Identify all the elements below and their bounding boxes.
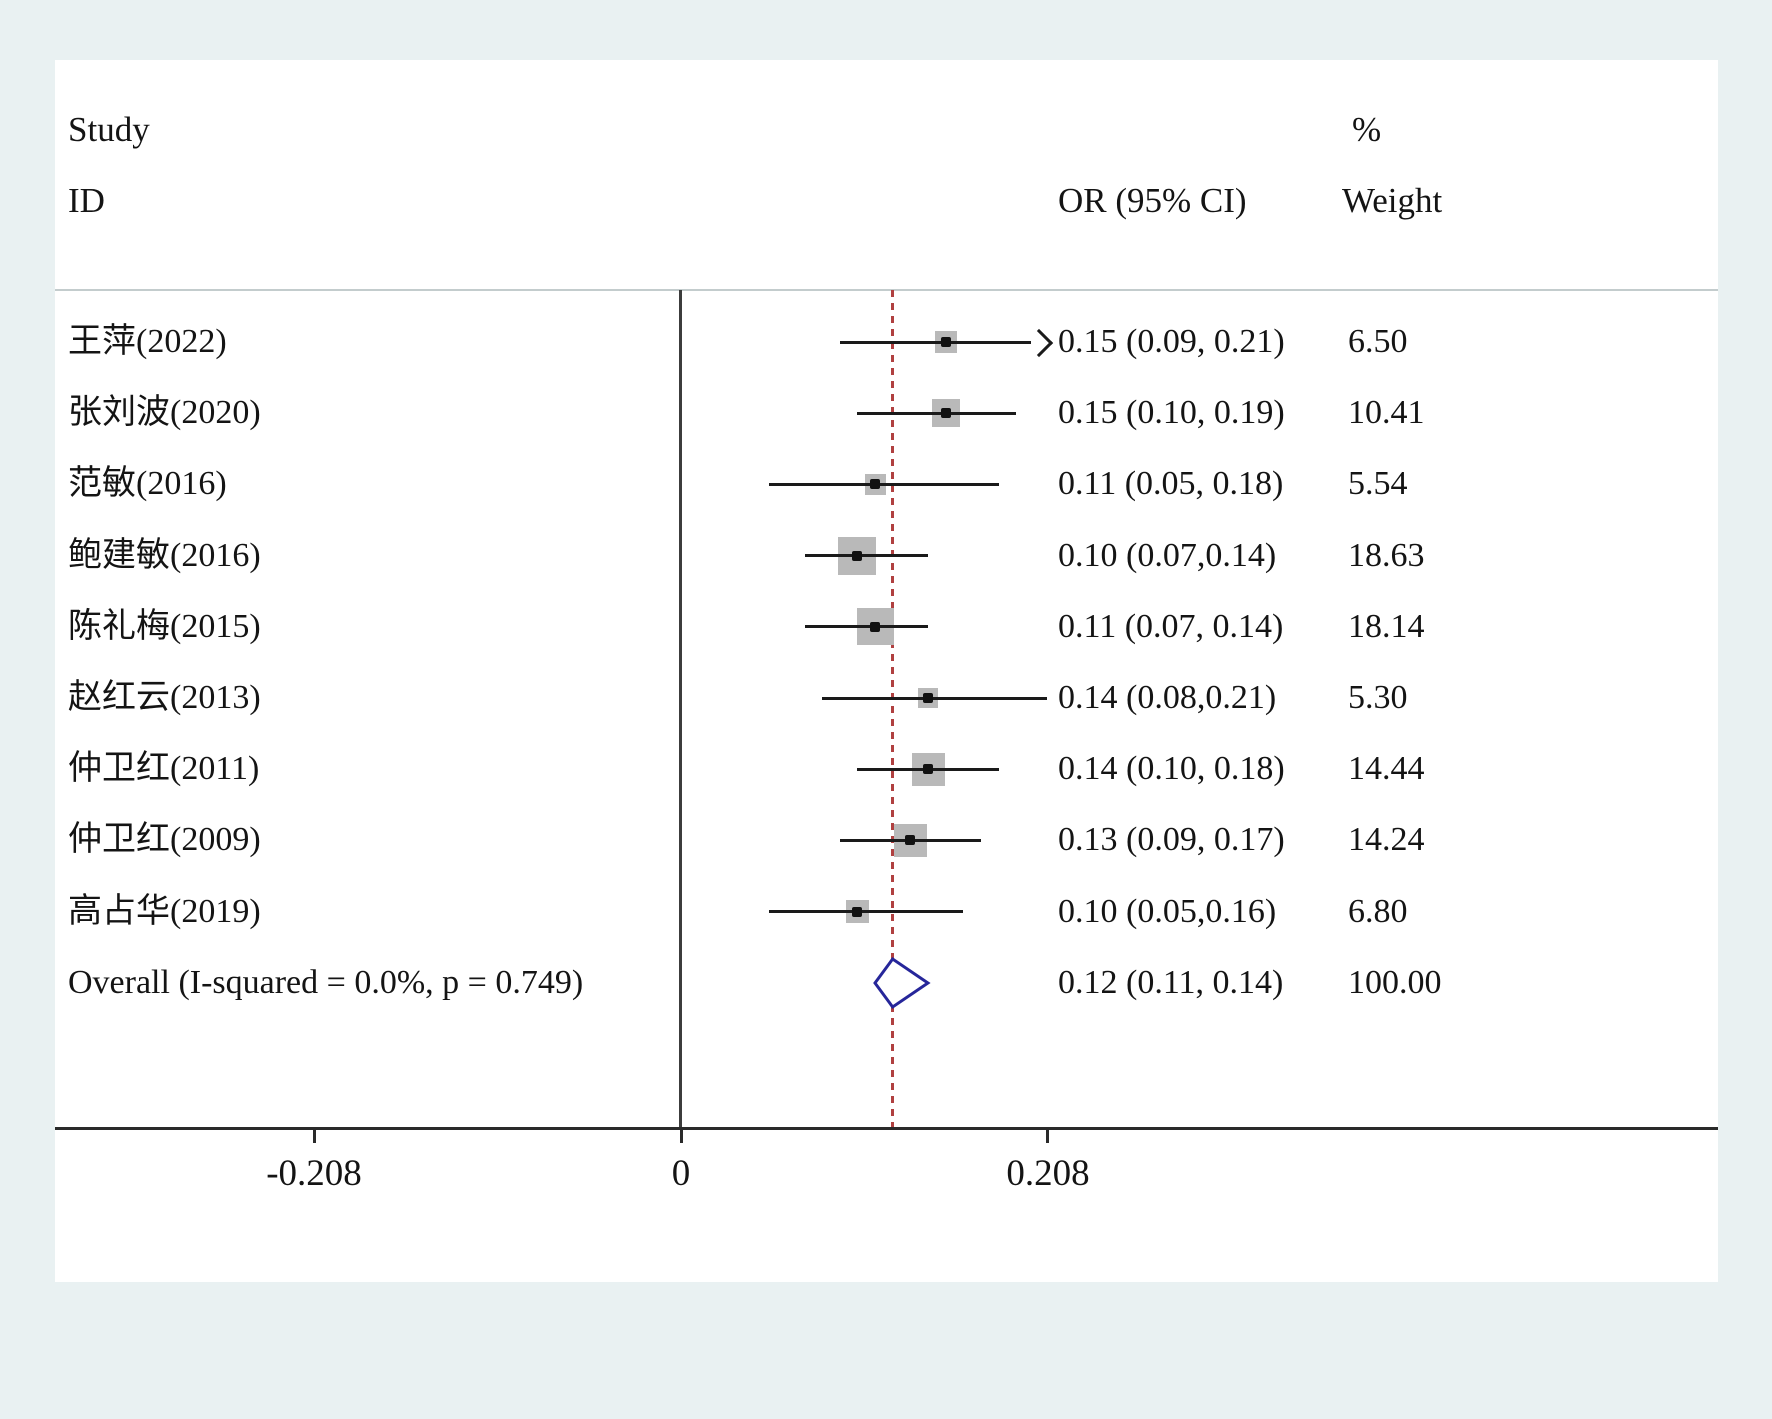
axis-tick-label: 0 [671, 1153, 691, 1194]
header-study-line1: Study [68, 110, 150, 149]
point-estimate [940, 408, 951, 419]
or-ci-value: 0.15 (0.10, 0.19) [1058, 394, 1285, 432]
header-separator [55, 289, 1718, 291]
axis-tick-label: 0.208 [1006, 1153, 1090, 1194]
study-label: 高占华(2019) [68, 892, 261, 930]
or-ci-value: 0.14 (0.10, 0.18) [1058, 750, 1285, 788]
axis-tick [312, 1128, 316, 1143]
study-label: 赵红云(2013) [68, 679, 261, 716]
header-percent: % [1352, 110, 1382, 149]
overall-label: Overall (I-squared = 0.0%, p = 0.749) [68, 963, 584, 1001]
header-or-ci: OR (95% CI) [1058, 181, 1247, 220]
weight-value: 18.14 [1348, 607, 1425, 645]
header-weight: Weight [1342, 181, 1443, 220]
point-estimate [905, 835, 916, 846]
weight-value: 10.41 [1348, 394, 1425, 432]
ci-line [822, 696, 1047, 700]
axis-tick [1046, 1128, 1050, 1143]
axis-tick-label: -0.208 [266, 1153, 362, 1194]
point-estimate [940, 337, 951, 347]
or-ci-value: 0.11 (0.05, 0.18) [1058, 465, 1284, 503]
ci-line [769, 482, 999, 486]
or-ci-value: 0.13 (0.09, 0.17) [1058, 821, 1285, 859]
point-estimate [852, 906, 863, 917]
axis-tick [679, 1128, 683, 1143]
study-label: 仲卫红(2011) [68, 750, 260, 788]
null-effect-line [679, 290, 682, 1128]
or-ci-value: 0.14 (0.08,0.21) [1058, 679, 1277, 716]
study-label: 王萍(2022) [68, 323, 227, 360]
or-ci-value: 0.10 (0.07,0.14) [1058, 536, 1277, 574]
or-ci-value-overall: 0.12 (0.11, 0.14) [1058, 963, 1284, 1001]
study-label: 陈礼梅(2015) [68, 607, 261, 645]
weight-value: 6.80 [1348, 892, 1408, 930]
point-estimate [870, 479, 881, 490]
weight-value: 6.50 [1348, 323, 1408, 360]
point-estimate [870, 621, 881, 632]
overall-diamond [873, 956, 931, 1009]
or-ci-value: 0.15 (0.09, 0.21) [1058, 323, 1285, 360]
study-label: 张刘波(2020) [68, 394, 261, 432]
weight-value: 5.30 [1348, 679, 1408, 716]
ci-line [769, 910, 964, 914]
plot-background [55, 60, 1718, 1282]
x-axis-line [55, 1127, 1718, 1130]
ci-line [804, 625, 928, 629]
ci-line [857, 411, 1017, 415]
study-label: 仲卫红(2009) [68, 821, 261, 859]
study-label: 鲍建敏(2016) [68, 536, 261, 574]
or-ci-value: 0.10 (0.05,0.16) [1058, 892, 1277, 930]
weight-value: 18.63 [1348, 536, 1425, 574]
or-ci-value: 0.11 (0.07, 0.14) [1058, 607, 1284, 645]
point-estimate [923, 693, 934, 703]
ci-line [804, 554, 928, 558]
study-label: 范敏(2016) [68, 465, 227, 503]
weight-value: 5.54 [1348, 465, 1408, 503]
ci-line [839, 340, 1031, 344]
point-estimate [852, 550, 863, 561]
weight-value: 14.24 [1348, 821, 1425, 859]
weight-value-overall: 100.00 [1348, 963, 1442, 1001]
overall-estimate-dashed-line [891, 290, 894, 1128]
point-estimate [923, 764, 934, 775]
header-study-line2: ID [68, 181, 105, 220]
weight-value: 14.44 [1348, 750, 1425, 788]
